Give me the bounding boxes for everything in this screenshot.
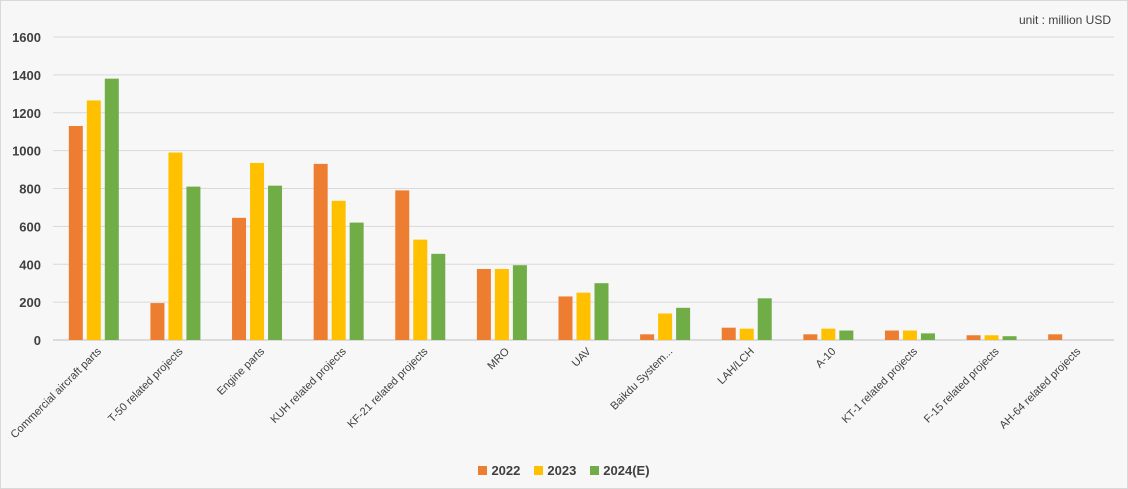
legend: 2022 2023 2024(E) [1, 463, 1127, 478]
y-tick-label-1600: 1600 [12, 30, 41, 45]
legend-item-2024e: 2024(E) [590, 463, 650, 478]
x-tick-label-11: F-15 related projects [922, 345, 1002, 425]
bar-2024e-5 [512, 265, 527, 340]
bar-2024e-1 [186, 186, 201, 340]
bar-2022-12 [1048, 334, 1063, 340]
bar-2023-10 [902, 330, 917, 340]
bar-2023-3 [331, 200, 346, 340]
bar-2023-11 [984, 335, 999, 340]
y-tick-label-1000: 1000 [12, 144, 41, 159]
bar-2023-2 [250, 162, 265, 340]
x-tick-label-12: AH-64 related projects [997, 345, 1083, 431]
bar-2022-4 [395, 190, 410, 340]
bar-2023-6 [576, 292, 591, 340]
bar-2023-8 [739, 328, 754, 340]
bar-2023-0 [86, 100, 101, 340]
x-tick-label-8: LAH/LCH [716, 346, 757, 387]
bar-2022-1 [150, 303, 165, 340]
x-tick-label-3: KUH related projects [269, 345, 350, 426]
x-tick-label-4: KF-21 related projects [345, 345, 430, 430]
legend-label-2023: 2023 [547, 463, 577, 478]
legend-item-2022: 2022 [478, 463, 520, 478]
bar-2024e-9 [839, 330, 854, 340]
bar-2022-2 [232, 217, 247, 340]
legend-label-2024e: 2024(E) [603, 463, 650, 478]
bar-2024e-8 [757, 298, 772, 340]
bar-2024e-6 [594, 283, 609, 340]
legend-swatch-2024e [590, 466, 600, 475]
x-tick-label-9: A-10 [814, 346, 839, 371]
bar-2023-5 [494, 268, 509, 340]
y-tick-label-600: 600 [19, 219, 41, 234]
y-tick-label-400: 400 [19, 257, 41, 272]
x-tick-label-6: UAV [570, 345, 594, 369]
y-tick-label-800: 800 [19, 182, 41, 197]
bar-2024e-7 [676, 307, 691, 340]
x-tick-label-10: KT-1 related projects [840, 345, 921, 426]
bar-2024e-4 [431, 253, 446, 340]
bar-2022-5 [476, 268, 491, 340]
legend-label-2022: 2022 [491, 463, 521, 478]
bar-2022-0 [68, 126, 83, 340]
y-tick-label-1200: 1200 [12, 106, 41, 121]
bar-2022-11 [966, 335, 981, 340]
legend-item-2023: 2023 [534, 463, 576, 478]
bar-2024e-3 [349, 222, 364, 340]
bar-2023-9 [821, 328, 836, 340]
unit-label: unit : million USD [1018, 13, 1111, 27]
x-tick-label-5: MRO [485, 345, 512, 372]
x-tick-label-0: Commercial aircraft parts [9, 345, 105, 441]
bar-2024e-11 [1002, 336, 1017, 340]
bar-2023-7 [658, 313, 673, 340]
bar-2023-4 [413, 239, 428, 340]
legend-swatch-2023 [534, 466, 544, 475]
bar-2022-10 [884, 330, 899, 340]
bar-2024e-2 [268, 185, 283, 340]
x-tick-label-2: Engine parts [215, 345, 268, 398]
y-tick-label-200: 200 [19, 295, 41, 310]
x-tick-label-1: T-50 related projects [106, 345, 186, 425]
bar-2023-1 [168, 152, 183, 340]
bar-2022-7 [640, 334, 655, 340]
y-tick-label-1400: 1400 [12, 68, 41, 83]
bar-2024e-10 [920, 333, 935, 340]
bar-2022-9 [803, 334, 818, 340]
legend-swatch-2022 [478, 466, 488, 475]
y-tick-label-0: 0 [34, 333, 41, 348]
bar-2024e-0 [104, 78, 119, 340]
bar-2022-8 [721, 327, 736, 340]
bar-2022-3 [313, 163, 328, 340]
x-tick-label-7: Baikdu System... [608, 346, 675, 413]
bar-2022-6 [558, 296, 573, 340]
